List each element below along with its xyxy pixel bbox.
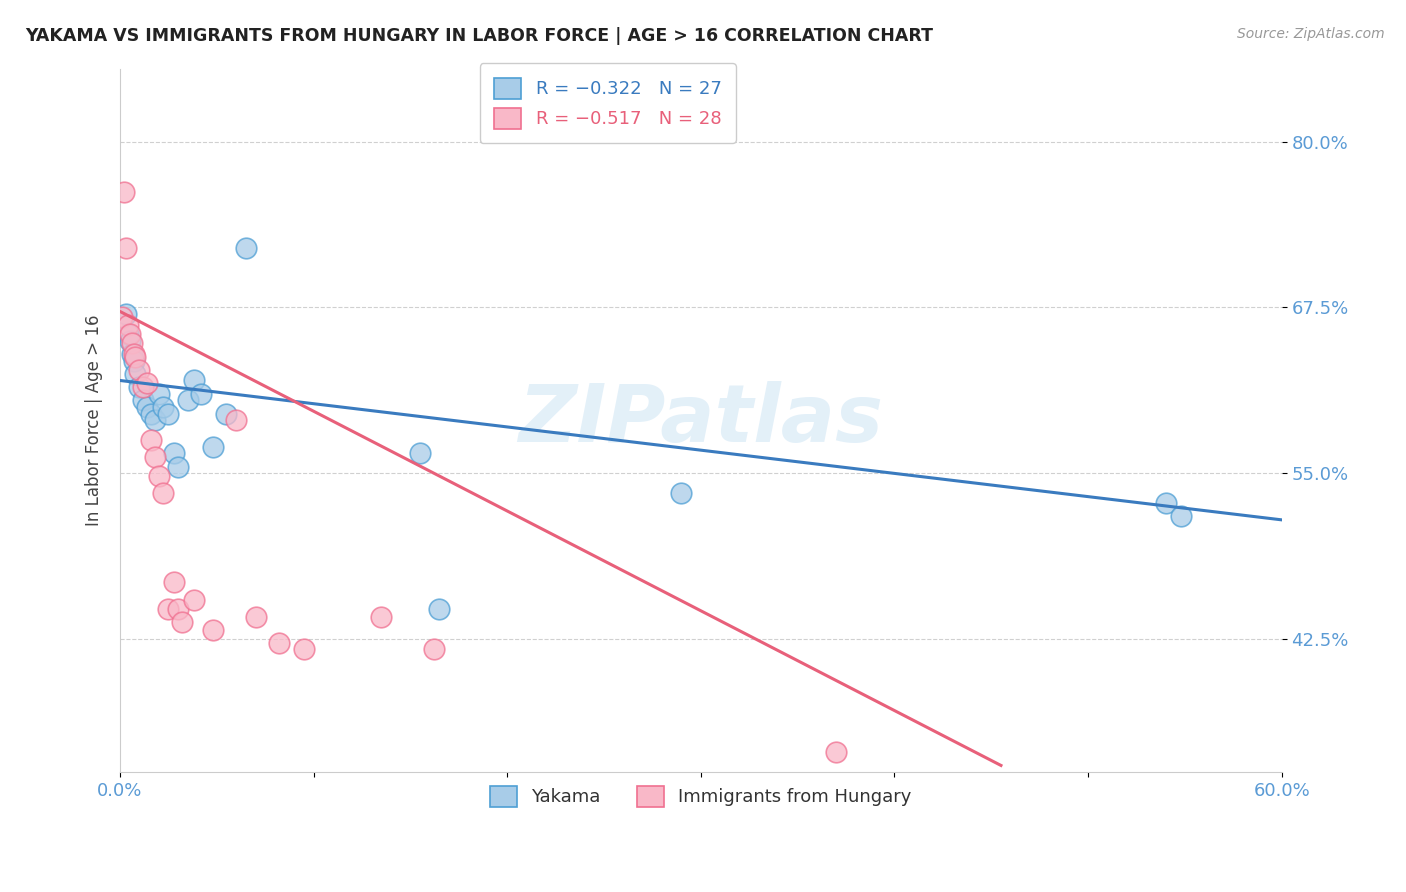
Point bbox=[128, 363, 150, 377]
Point bbox=[1154, 495, 1177, 509]
Point bbox=[157, 407, 180, 421]
Point bbox=[136, 376, 159, 391]
Point bbox=[409, 446, 432, 460]
Text: YAKAMA VS IMMIGRANTS FROM HUNGARY IN LABOR FORCE | AGE > 16 CORRELATION CHART: YAKAMA VS IMMIGRANTS FROM HUNGARY IN LAB… bbox=[25, 27, 934, 45]
Point bbox=[128, 380, 150, 394]
Point bbox=[112, 185, 135, 199]
Point bbox=[163, 446, 186, 460]
Point bbox=[124, 367, 146, 381]
Point bbox=[183, 374, 205, 388]
Point bbox=[121, 347, 143, 361]
Point bbox=[201, 623, 224, 637]
Point bbox=[235, 241, 257, 255]
Point bbox=[163, 575, 186, 590]
Point bbox=[170, 615, 193, 629]
Point bbox=[122, 347, 145, 361]
Point bbox=[139, 407, 162, 421]
Point bbox=[267, 636, 290, 650]
Point bbox=[825, 745, 848, 759]
Point bbox=[167, 602, 190, 616]
Point bbox=[111, 310, 134, 324]
Point bbox=[117, 326, 139, 341]
Point bbox=[177, 393, 200, 408]
Point bbox=[118, 326, 141, 341]
Point bbox=[143, 413, 166, 427]
Point bbox=[132, 393, 155, 408]
Point bbox=[114, 241, 136, 255]
Legend: Yakama, Immigrants from Hungary: Yakama, Immigrants from Hungary bbox=[481, 777, 921, 816]
Point bbox=[422, 641, 444, 656]
Point bbox=[136, 400, 159, 414]
Point bbox=[292, 641, 315, 656]
Y-axis label: In Labor Force | Age > 16: In Labor Force | Age > 16 bbox=[86, 315, 103, 526]
Point bbox=[139, 434, 162, 448]
Point bbox=[225, 413, 247, 427]
Point bbox=[114, 307, 136, 321]
Point bbox=[190, 386, 212, 401]
Point bbox=[183, 592, 205, 607]
Point bbox=[132, 380, 155, 394]
Point bbox=[148, 469, 170, 483]
Point bbox=[429, 602, 451, 616]
Point bbox=[671, 486, 693, 500]
Point bbox=[118, 334, 141, 348]
Point bbox=[121, 336, 143, 351]
Point bbox=[124, 350, 146, 364]
Text: Source: ZipAtlas.com: Source: ZipAtlas.com bbox=[1237, 27, 1385, 41]
Point bbox=[143, 450, 166, 465]
Point bbox=[215, 407, 238, 421]
Point bbox=[152, 400, 174, 414]
Point bbox=[152, 486, 174, 500]
Point bbox=[167, 459, 190, 474]
Point bbox=[157, 602, 180, 616]
Point bbox=[370, 609, 392, 624]
Point bbox=[201, 440, 224, 454]
Text: ZIPatlas: ZIPatlas bbox=[519, 381, 883, 459]
Point bbox=[122, 353, 145, 368]
Point bbox=[148, 386, 170, 401]
Point bbox=[1170, 508, 1192, 523]
Point bbox=[245, 609, 267, 624]
Point bbox=[117, 318, 139, 332]
